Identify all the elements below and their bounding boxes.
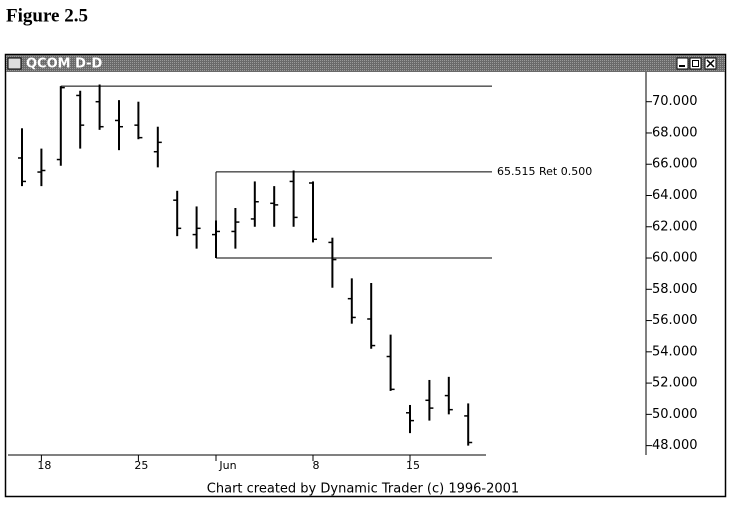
window-title: QCOM D-D: [26, 57, 103, 72]
x-tick-label: 8: [313, 459, 320, 472]
maximize-button[interactable]: [689, 57, 702, 70]
minimize-button[interactable]: [676, 57, 689, 70]
x-tick-label: Jun: [218, 459, 236, 472]
footer: Chart created by Dynamic Trader (c) 1996…: [207, 482, 519, 497]
figure-label: Figure 2.5: [6, 5, 88, 26]
y-tick-label: 62.000: [652, 219, 698, 234]
window-controls[interactable]: [676, 57, 717, 70]
y-tick-label: 60.000: [652, 251, 698, 266]
retracement-label: 65.515 Ret 0.500: [497, 165, 592, 178]
window: [4, 53, 727, 498]
icon: [706, 59, 715, 68]
y-tick-label: 50.000: [652, 407, 698, 422]
x-tick-label: 25: [134, 459, 148, 472]
y-tick-label: 56.000: [652, 313, 698, 328]
app-icon: [7, 57, 22, 70]
x-tick-label: 15: [406, 459, 420, 472]
y-tick-label: 64.000: [652, 188, 698, 203]
title-bar: [6, 55, 725, 72]
y-tick-label: 52.000: [652, 376, 698, 391]
x-tick-label: 18: [37, 459, 51, 472]
y-tick-label: 66.000: [652, 157, 698, 172]
y-tick-label: 48.000: [652, 438, 698, 453]
y-tick-label: 68.000: [652, 125, 698, 140]
icon: [692, 60, 699, 67]
y-tick-label: 58.000: [652, 282, 698, 297]
y-tick-label: 70.000: [652, 94, 698, 109]
y-tick-label: 54.000: [652, 344, 698, 359]
